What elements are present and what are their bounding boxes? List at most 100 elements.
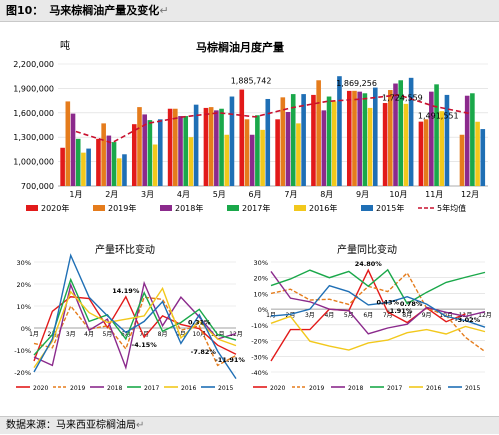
bar bbox=[131, 124, 137, 186]
bar bbox=[116, 158, 122, 186]
chart-title: 产量同比变动 bbox=[337, 243, 397, 256]
bar bbox=[65, 101, 71, 186]
x-tick-label: 11月 bbox=[425, 190, 443, 199]
bar bbox=[188, 137, 194, 186]
legend-label: 5年均值 bbox=[437, 203, 466, 213]
bar bbox=[382, 103, 388, 186]
bar bbox=[239, 89, 245, 186]
bar bbox=[480, 129, 486, 186]
x-tick-label: 5月 bbox=[213, 190, 226, 199]
bar bbox=[418, 121, 424, 186]
data-label: 1,869,256 bbox=[336, 79, 377, 88]
legend-label: 2019 bbox=[70, 385, 85, 392]
legend-label: 2018年 bbox=[175, 203, 203, 213]
yoy-change-line-chart: 产量同比变动 30%20%10%0%-10%-20%-30%-40%1月 2月 3月… bbox=[251, 243, 492, 392]
bar bbox=[357, 91, 362, 186]
y-tick-label: 30% bbox=[254, 259, 268, 267]
x-tick-label: 6月 bbox=[363, 312, 373, 319]
x-tick-label: 9月 bbox=[176, 331, 186, 338]
series-line bbox=[270, 271, 486, 335]
bar bbox=[311, 94, 316, 186]
bar bbox=[464, 95, 470, 186]
x-tick-label: 4月 bbox=[177, 190, 190, 199]
legend-label: 2017年 bbox=[242, 203, 270, 213]
data-label: 0.78% bbox=[400, 300, 423, 308]
series-line bbox=[33, 253, 237, 379]
x-tick-label: 11月 bbox=[459, 312, 473, 319]
y-tick-label: -30% bbox=[251, 353, 268, 361]
avg-line bbox=[75, 94, 471, 144]
chart-title: 马棕榈油月度产量 bbox=[196, 40, 284, 54]
y-tick-label: 2,200,000 bbox=[13, 60, 54, 69]
legend-label: 2016年 bbox=[309, 203, 337, 213]
series-line bbox=[270, 268, 486, 305]
mom-change-line-chart: 产量环比变动 30%20%10%0%-10%-20%1月 2月 3月 4月 5月 6月 7月… bbox=[14, 243, 245, 392]
bar bbox=[337, 76, 342, 186]
data-label: -11.91% bbox=[215, 356, 245, 364]
legend-label: 2019年 bbox=[108, 203, 136, 213]
x-tick-label: 2月 bbox=[105, 190, 118, 199]
legend-label: 2018 bbox=[107, 385, 122, 392]
bar bbox=[423, 119, 429, 186]
return-mark: ↵ bbox=[159, 4, 169, 17]
x-tick-label: 6月 bbox=[121, 331, 131, 338]
y-tick-label: -10% bbox=[14, 347, 31, 355]
legend-label: 2019 bbox=[309, 385, 324, 392]
legend-swatch bbox=[26, 205, 38, 211]
bar bbox=[249, 134, 255, 186]
data-label: -3.02% bbox=[455, 316, 481, 324]
source-text: 数据来源：马来西亚棕榈油局 bbox=[6, 420, 136, 431]
bar bbox=[459, 134, 465, 186]
x-tick-label: 3月 bbox=[66, 331, 76, 338]
bar bbox=[367, 107, 373, 186]
data-label: 14.19% bbox=[112, 287, 140, 295]
figure-title: 马来棕榈油产量及变化 bbox=[49, 4, 160, 17]
bar bbox=[372, 87, 378, 186]
bar bbox=[60, 147, 65, 186]
data-label: 1,491,551 bbox=[418, 112, 459, 121]
legend-label: 2020 bbox=[270, 385, 285, 392]
bar bbox=[316, 80, 321, 186]
series-line bbox=[270, 268, 466, 362]
bar bbox=[224, 134, 230, 186]
bar bbox=[214, 110, 219, 186]
data-label: 24.80% bbox=[355, 260, 383, 268]
figure-label: 图10： bbox=[6, 4, 44, 17]
bar bbox=[444, 94, 450, 186]
bar bbox=[296, 123, 301, 186]
bar bbox=[152, 144, 158, 186]
x-tick-label: 9月 bbox=[356, 190, 369, 199]
x-tick-label: 4月 bbox=[324, 312, 334, 319]
x-tick-label: 7月 bbox=[139, 331, 149, 338]
figure-caption: 图10： 马来棕榈油产量及变化↵ bbox=[0, 0, 499, 22]
legend-label: 2017 bbox=[387, 385, 402, 392]
data-label: 1,885,742 bbox=[231, 77, 272, 86]
x-tick-label: 8月 bbox=[158, 331, 168, 338]
x-tick-label: 12月 bbox=[461, 190, 479, 199]
monthly-production-bar-chart: 吨 马棕榈油月度产量 2,200,000 1,900,000 1,600,000 1,… bbox=[13, 39, 488, 213]
x-tick-label: 1月 bbox=[29, 331, 39, 338]
y-tick-label: 30% bbox=[17, 259, 31, 267]
x-tick-label: 8月 bbox=[402, 312, 412, 319]
bar bbox=[429, 91, 434, 186]
bar bbox=[352, 90, 357, 186]
x-tick-label: 5月 bbox=[103, 331, 113, 338]
bar bbox=[142, 114, 147, 186]
x-tick-label: 9月 bbox=[422, 312, 432, 319]
bar bbox=[86, 148, 91, 186]
x-tick-label: 10月 bbox=[192, 331, 206, 338]
bar bbox=[208, 107, 214, 186]
y-tick-label: -10% bbox=[251, 322, 268, 330]
bar bbox=[290, 94, 296, 186]
y-tick-label: 10% bbox=[17, 303, 31, 311]
data-label: -4.15% bbox=[132, 341, 158, 349]
y-tick-label: 10% bbox=[254, 290, 268, 298]
x-tick-label: 8月 bbox=[320, 190, 333, 199]
x-tick-label: 1月 bbox=[69, 190, 82, 199]
y-tick-label: 700,000 bbox=[21, 182, 54, 191]
legend-label: 2020 bbox=[33, 385, 48, 392]
bar bbox=[106, 135, 112, 186]
return-mark: ↵ bbox=[136, 420, 145, 431]
x-tick-label: 12月 bbox=[229, 331, 243, 338]
y-tick-label: 1,300,000 bbox=[13, 133, 54, 142]
